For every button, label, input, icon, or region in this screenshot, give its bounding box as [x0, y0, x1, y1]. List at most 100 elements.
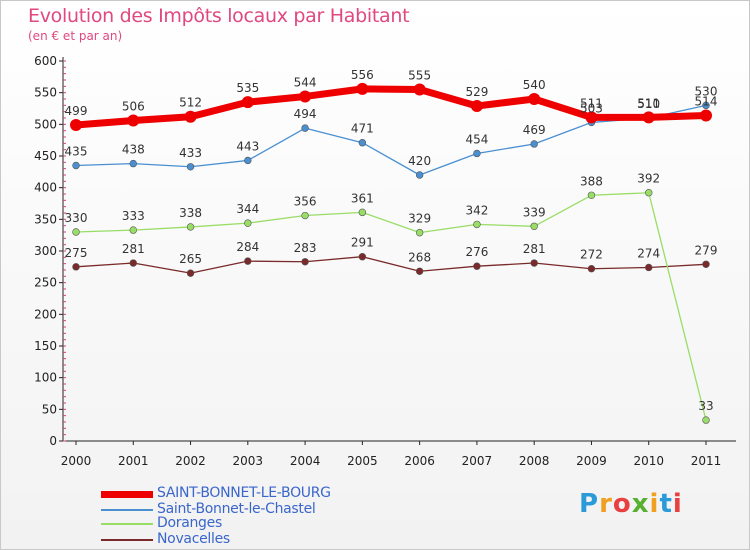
- data-point: [72, 228, 80, 236]
- y-tick-label: 100: [34, 371, 57, 385]
- data-label: 529: [465, 85, 488, 99]
- data-label: 265: [179, 252, 202, 266]
- y-tick-label: 300: [34, 244, 57, 258]
- data-point: [186, 269, 195, 277]
- data-label: 388: [580, 174, 603, 188]
- x-tick-label: 2006: [404, 454, 435, 468]
- data-point: [129, 159, 137, 168]
- data-point: [530, 259, 538, 267]
- data-label: 511: [580, 96, 603, 110]
- data-label: 556: [351, 68, 374, 82]
- legend-label: Novacelles: [157, 531, 230, 547]
- data-label: 540: [523, 78, 546, 92]
- x-tick-label: 2002: [175, 454, 206, 468]
- x-tick-label: 2004: [290, 454, 321, 468]
- x-tick-label: 2003: [233, 454, 264, 468]
- data-label: 275: [65, 246, 88, 260]
- data-label: 33: [698, 399, 713, 413]
- data-label: 291: [351, 236, 374, 250]
- data-point: [702, 260, 710, 268]
- data-point: [244, 257, 252, 265]
- data-label: 503: [580, 101, 603, 115]
- data-label: 361: [351, 191, 374, 205]
- y-tick-label: 50: [42, 402, 57, 416]
- chart-data-labels: 499 506 512 535 544 556 555 529 540 511 511 514 435 4…: [65, 68, 718, 413]
- data-label: 356: [294, 195, 317, 209]
- data-point: [244, 219, 252, 227]
- x-tick-label: 2000: [61, 454, 92, 468]
- legend-label: Doranges: [157, 515, 222, 531]
- data-point: [702, 416, 710, 424]
- series-line-0: [72, 85, 710, 129]
- data-point: [585, 111, 598, 124]
- data-point: [528, 93, 541, 105]
- data-point: [587, 191, 596, 199]
- data-label: 339: [523, 205, 546, 219]
- data-point: [530, 140, 538, 148]
- data-label: 420: [408, 154, 431, 168]
- data-label: 283: [294, 241, 317, 255]
- data-label: 535: [236, 81, 259, 95]
- data-point: [244, 156, 252, 165]
- data-point: [301, 124, 309, 132]
- data-point: [645, 263, 653, 272]
- data-label: 510: [637, 97, 660, 111]
- data-label: 499: [65, 104, 88, 118]
- legend-swatch: [101, 491, 153, 498]
- data-label: 333: [122, 209, 145, 223]
- chart-axes: 0 50 100 150 200 250 300 350 400 450 500 550 600 2000…: [34, 54, 736, 468]
- y-tick-label: 250: [34, 276, 57, 290]
- legend-label: SAINT-BONNET-LE-BOURG: [157, 485, 331, 501]
- data-label: 471: [351, 122, 374, 136]
- data-label: 330: [65, 211, 88, 225]
- data-label: 494: [294, 107, 317, 121]
- data-label: 274: [637, 246, 660, 260]
- logo-letter: o: [612, 489, 632, 519]
- data-point: [587, 265, 596, 273]
- data-label: 281: [122, 242, 145, 256]
- data-label: 454: [465, 132, 488, 146]
- data-point: [415, 171, 424, 179]
- data-point: [356, 82, 369, 95]
- y-tick-label: 400: [34, 181, 57, 195]
- data-point: [413, 83, 426, 96]
- data-label: 506: [122, 100, 145, 114]
- data-label: 268: [408, 250, 431, 264]
- legend-label: Saint-Bonnet-le-Chastel: [157, 501, 316, 517]
- data-label: 392: [637, 172, 660, 186]
- data-point: [700, 109, 712, 122]
- proxiti-logo: Proxiti: [579, 489, 683, 519]
- data-point: [301, 211, 309, 220]
- data-label: 433: [179, 146, 202, 160]
- data-label: 544: [294, 75, 317, 89]
- chart-subtitle: (en € et par an): [28, 29, 123, 43]
- data-point: [70, 118, 82, 131]
- legend-swatch: [101, 509, 153, 511]
- data-label: 338: [179, 206, 202, 220]
- data-point: [127, 114, 140, 127]
- data-point: [72, 263, 80, 271]
- data-label: 329: [408, 212, 431, 226]
- data-label: 281: [523, 242, 546, 256]
- logo-letter: t: [659, 489, 673, 519]
- x-tick-label: 2007: [462, 454, 493, 468]
- data-label: 344: [236, 202, 259, 216]
- logo-letter: x: [631, 489, 650, 519]
- y-tick-label: 500: [34, 117, 57, 131]
- data-label: 279: [695, 243, 718, 257]
- data-label: 514: [695, 94, 718, 108]
- data-label: 272: [580, 248, 603, 262]
- series-line-3: [75, 256, 707, 274]
- x-tick-label: 2010: [633, 454, 664, 468]
- data-point: [702, 101, 710, 110]
- data-point: [129, 259, 137, 267]
- y-tick-label: 150: [34, 339, 57, 353]
- data-label: 435: [65, 145, 88, 159]
- chart-title: Evolution des Impôts locaux par Habitant: [28, 5, 410, 27]
- data-label: 469: [523, 123, 546, 137]
- data-point: [301, 258, 309, 266]
- data-point: [645, 189, 653, 197]
- data-point: [186, 163, 195, 171]
